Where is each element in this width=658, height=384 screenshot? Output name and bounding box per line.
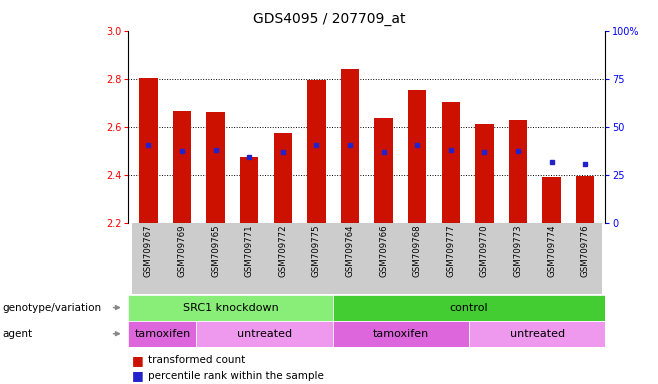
Text: GSM709775: GSM709775 — [312, 225, 321, 278]
Text: control: control — [450, 303, 488, 313]
Text: GSM709771: GSM709771 — [245, 225, 254, 278]
Text: GSM709772: GSM709772 — [278, 225, 288, 278]
Bar — [434, 223, 468, 294]
Bar — [542, 177, 561, 223]
Text: GSM709776: GSM709776 — [581, 225, 590, 278]
Bar — [535, 223, 569, 294]
Bar — [199, 223, 232, 294]
Bar — [333, 223, 367, 294]
Bar — [266, 223, 299, 294]
Bar — [569, 223, 602, 294]
Text: ■: ■ — [132, 369, 143, 382]
Text: GSM709774: GSM709774 — [547, 225, 556, 278]
Bar — [139, 78, 158, 223]
Bar — [469, 321, 605, 347]
Bar — [197, 321, 333, 347]
Bar — [240, 157, 259, 223]
Bar — [576, 176, 594, 223]
Text: GSM709773: GSM709773 — [513, 225, 522, 278]
Bar — [274, 133, 292, 223]
Text: GSM709769: GSM709769 — [178, 225, 187, 277]
Text: tamoxifen: tamoxifen — [373, 329, 429, 339]
Text: ■: ■ — [132, 354, 143, 367]
Bar — [401, 223, 434, 294]
Text: untreated: untreated — [510, 329, 565, 339]
Bar — [207, 113, 225, 223]
Bar — [165, 223, 199, 294]
Text: genotype/variation: genotype/variation — [2, 303, 101, 313]
Bar — [232, 223, 266, 294]
Text: tamoxifen: tamoxifen — [134, 329, 191, 339]
Text: percentile rank within the sample: percentile rank within the sample — [148, 371, 324, 381]
Bar — [128, 321, 197, 347]
Text: GSM709767: GSM709767 — [144, 225, 153, 278]
Text: GSM709766: GSM709766 — [379, 225, 388, 278]
Bar — [341, 69, 359, 223]
Text: untreated: untreated — [237, 329, 292, 339]
Text: GSM709764: GSM709764 — [345, 225, 355, 278]
Bar — [299, 223, 333, 294]
Bar — [509, 119, 527, 223]
Bar — [475, 124, 494, 223]
Bar — [408, 89, 426, 223]
Text: GSM709765: GSM709765 — [211, 225, 220, 278]
Bar — [128, 295, 333, 321]
Text: transformed count: transformed count — [148, 355, 245, 365]
Bar — [501, 223, 535, 294]
Bar — [132, 223, 165, 294]
Text: agent: agent — [2, 329, 32, 339]
Text: GSM709770: GSM709770 — [480, 225, 489, 278]
Text: GDS4095 / 207709_at: GDS4095 / 207709_at — [253, 12, 405, 25]
Bar — [442, 101, 460, 223]
Bar — [333, 295, 605, 321]
Text: SRC1 knockdown: SRC1 knockdown — [183, 303, 278, 313]
Bar — [307, 80, 326, 223]
Bar — [333, 321, 469, 347]
Bar — [173, 111, 191, 223]
Text: GSM709768: GSM709768 — [413, 225, 422, 278]
Bar — [374, 118, 393, 223]
Bar — [367, 223, 401, 294]
Bar — [468, 223, 501, 294]
Text: GSM709777: GSM709777 — [446, 225, 455, 278]
